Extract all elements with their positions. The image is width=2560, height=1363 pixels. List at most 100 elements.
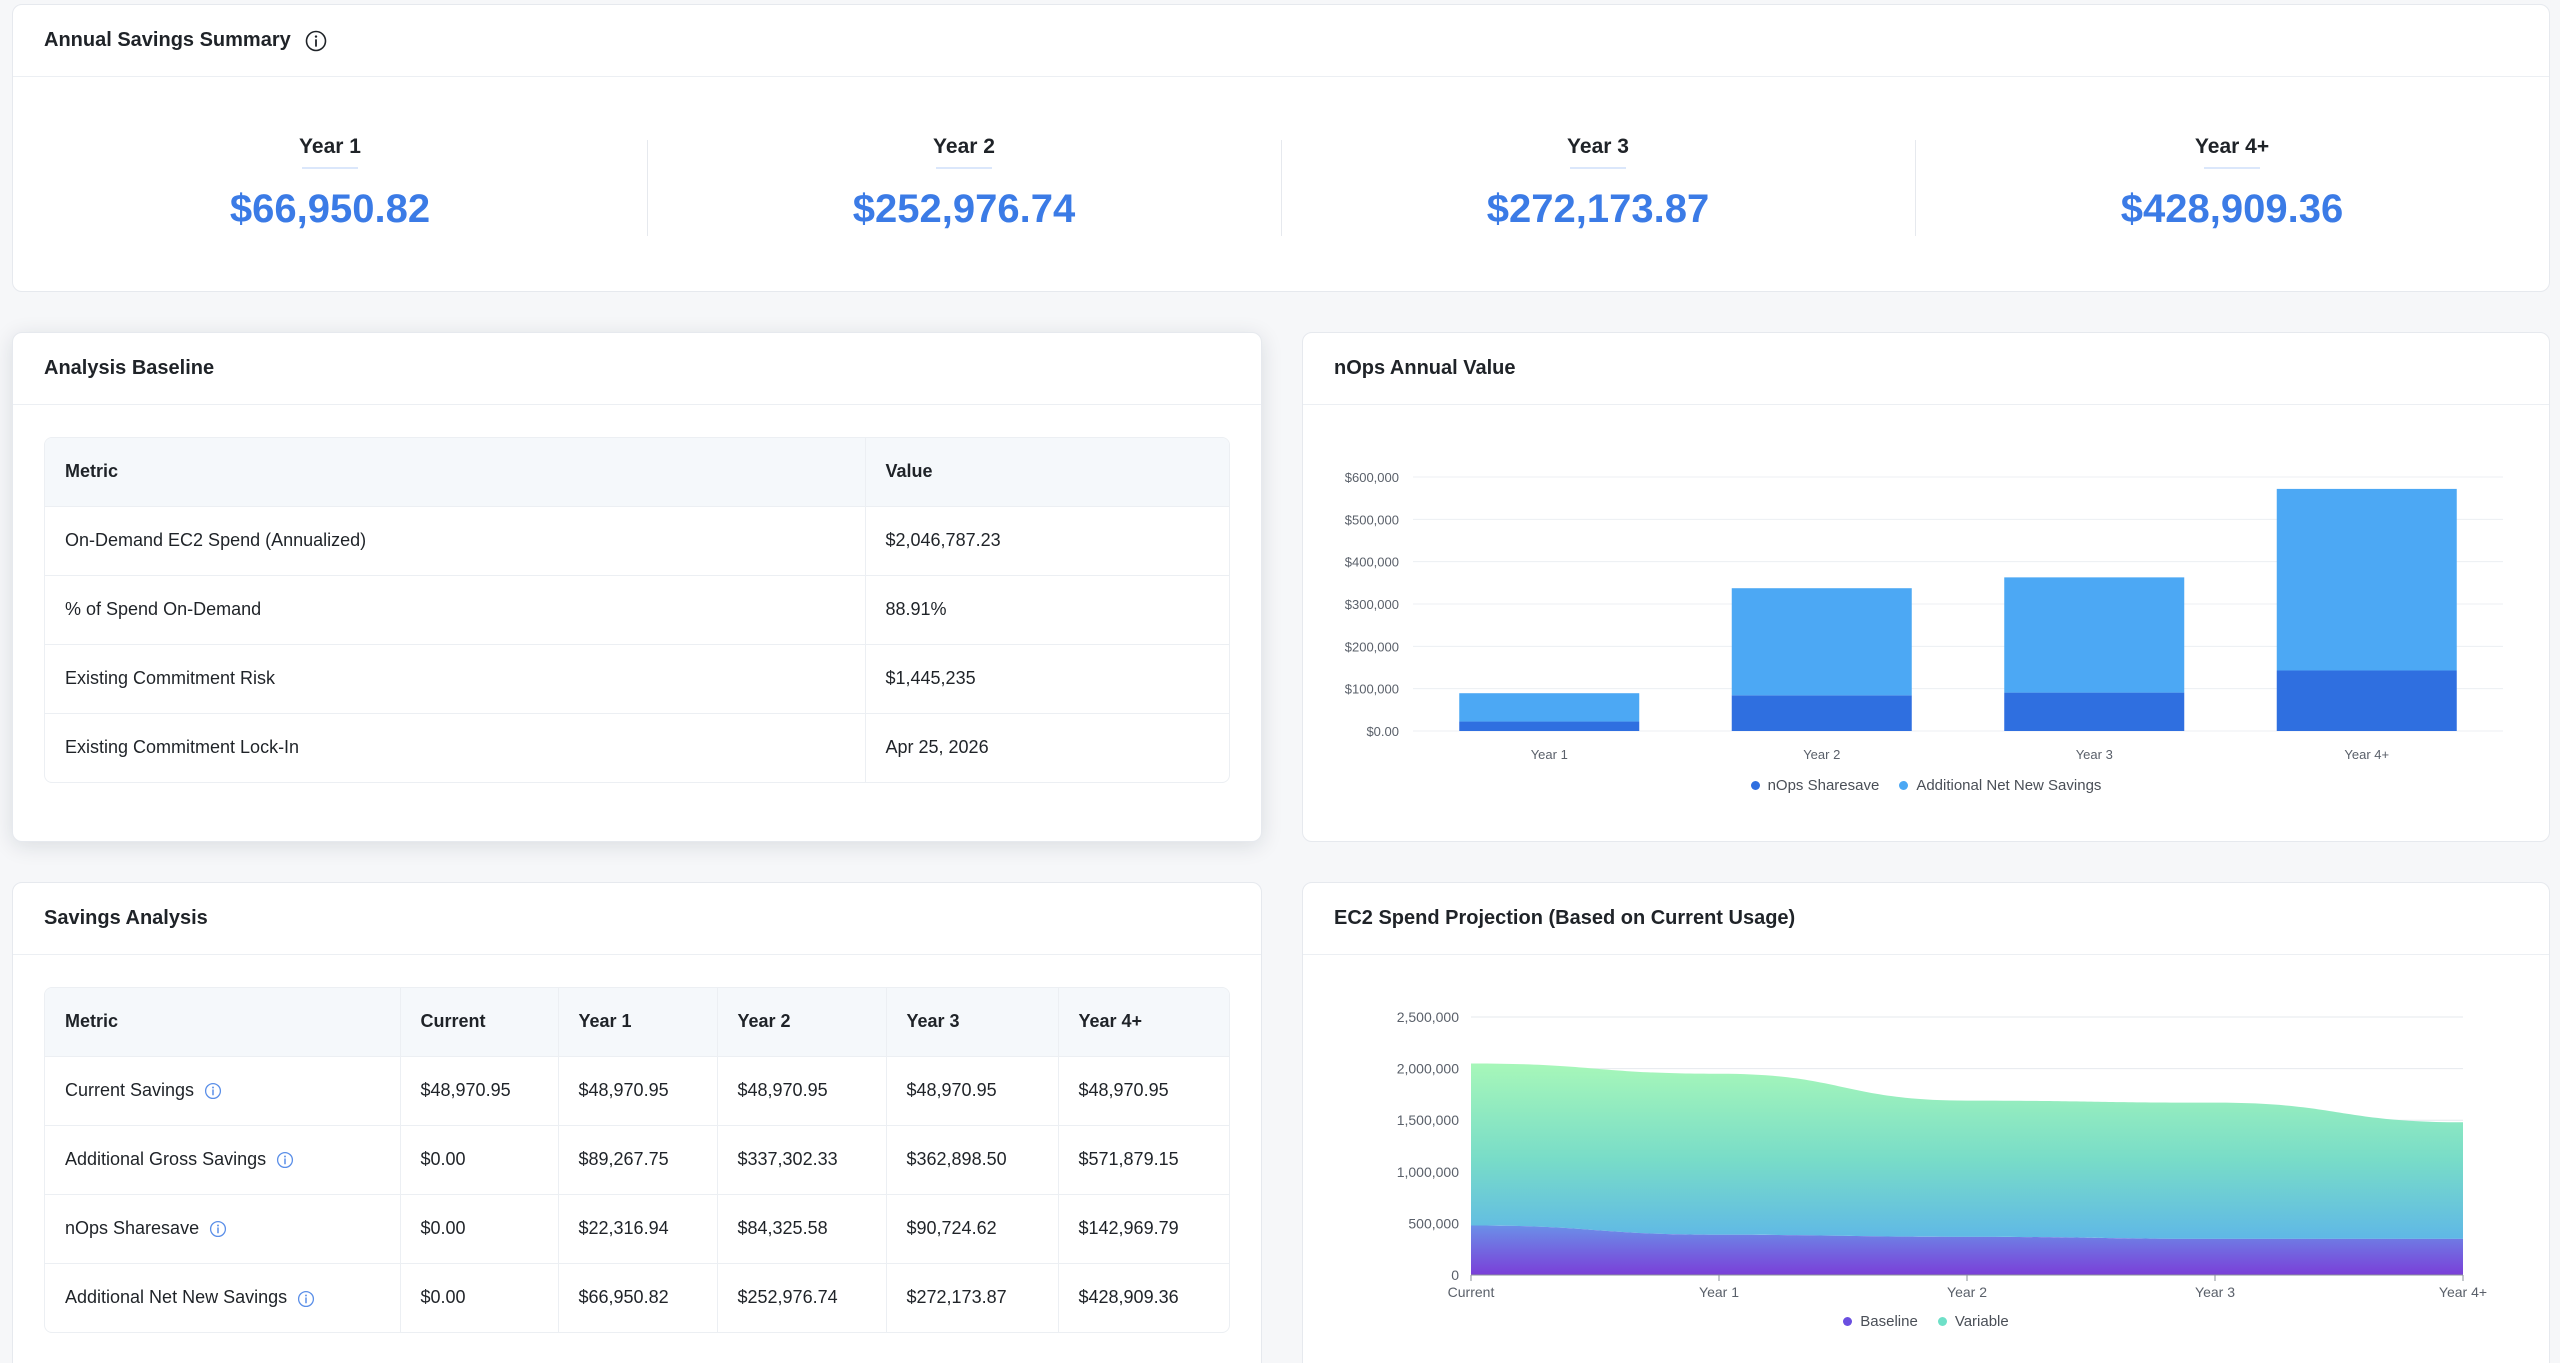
summary-value: $252,976.74 [852,187,1076,231]
summary-value: $272,173.87 [1486,187,1710,231]
summary-label: Year 3 [1567,135,1629,158]
y-tick-label: 1,500,000 [1397,1112,1459,1128]
value-cell: $84,325.58 [716,1194,886,1264]
x-tick-label: Year 3 [2076,747,2113,762]
value-cell: $66,950.82 [557,1263,717,1332]
column-header-value: Value [864,438,1229,507]
bar-sharesave[interactable] [1459,721,1640,731]
metric-cell: nOps Sharesave [45,1194,400,1264]
value-cell: $22,316.94 [557,1194,717,1264]
table-row: On-Demand EC2 Spend (Annualized) $2,046,… [45,506,1229,576]
nops-annual-value-card: nOps Annual Value $0.00 $100,000 $200,000 $… [1302,332,2550,842]
baseline-table-wrapper: Metric Value On-Demand EC2 Spend (Annual… [44,437,1230,783]
info-icon[interactable] [276,1151,294,1169]
y-tick-label: $500,000 [1345,512,1399,527]
summary-year-2: Year 2 $252,976.74 [647,77,1281,293]
value-cell: $48,970.95 [557,1056,717,1126]
column-header-year-4-plus: Year 4+ [1057,988,1229,1057]
info-icon[interactable] [297,1290,315,1308]
metric-cell: On-Demand EC2 Spend (Annualized) [45,506,865,576]
bar-sharesave[interactable] [1731,695,1912,731]
legend-label: Variable [1954,1313,2009,1330]
value-cell: $1,445,235 [864,644,1229,714]
summary-value: $428,909.36 [2120,187,2344,231]
info-icon[interactable] [305,30,327,52]
metric-cell: Current Savings [45,1056,400,1126]
metric-cell: Existing Commitment Risk [45,644,865,714]
y-tick-label: 2,000,000 [1397,1061,1459,1077]
baseline-table: Metric Value On-Demand EC2 Spend (Annual… [45,438,1229,782]
summary-value: $66,950.82 [229,187,431,231]
y-tick-label: $100,000 [1345,682,1399,697]
legend-item-variable[interactable]: Variable [1937,1313,2009,1330]
area-baseline[interactable] [1471,1225,2463,1275]
y-tick-label: 1,000,000 [1397,1164,1459,1180]
y-tick-label: $200,000 [1345,639,1399,654]
summary-label: Year 2 [933,135,995,158]
bar-net-new-savings[interactable] [1731,588,1912,696]
value-cell: $272,173.87 [885,1263,1058,1332]
annual-header: nOps Annual Value [1303,333,2549,405]
y-tick-label: $0.00 [1366,724,1399,739]
legend-item-sharesave[interactable]: nOps Sharesave [1750,777,1879,794]
summary-year-1: Year 1 $66,950.82 [13,77,647,293]
metric-label: Additional Net New Savings [65,1287,288,1308]
legend-item-net-new-savings[interactable]: Additional Net New Savings [1899,777,2101,794]
savings-table: Metric Current Year 1 Year 2 Year 3 Year… [45,988,1229,1332]
value-cell: $428,909.36 [1057,1263,1229,1332]
table-row: % of Spend On-Demand 88.91% [45,575,1229,645]
y-tick-label: $300,000 [1345,597,1399,612]
column-header-year-1: Year 1 [557,988,717,1057]
info-icon[interactable] [204,1082,222,1100]
value-cell: $48,970.95 [716,1056,886,1126]
metric-cell: Additional Net New Savings [45,1263,400,1332]
y-tick-label: 0 [1451,1267,1459,1283]
projection-chart-legend: Baseline Variable [1303,1313,2549,1330]
column-header-year-3: Year 3 [885,988,1058,1057]
x-tick-label: Year 4+ [2344,747,2389,762]
legend-dot [1899,781,1909,790]
metric-cell: Existing Commitment Lock-In [65,737,300,758]
value-cell: $0.00 [399,1194,558,1264]
bar-net-new-savings[interactable] [2004,577,2185,693]
value-cell: $90,724.62 [885,1194,1058,1264]
summary-title: Annual Savings Summary [44,29,291,51]
summary-header: Annual Savings Summary [13,5,2549,77]
area-variable[interactable] [1471,1063,2463,1239]
value-cell: $89,267.75 [557,1125,717,1195]
annual-value-bar-chart: $0.00 $100,000 $200,000 $300,000 $400,000 $50… [1345,470,2503,762]
value-cell: $0.00 [399,1263,558,1332]
legend-item-baseline[interactable]: Baseline [1843,1313,1918,1330]
value-cell: Apr 25, 2026 [864,713,1229,782]
column-header-metric: Metric [45,988,400,1057]
baseline-header: Analysis Baseline [13,333,1261,405]
table-row: Existing Commitment Lock-In Apr 25, 2026 [45,713,1229,782]
legend-dot [1750,781,1760,790]
summary-values: Year 1 $66,950.82 Year 2 $252,976.74 Yea… [13,77,2549,293]
x-tick-label: Year 2 [1803,747,1840,762]
savings-title: Savings Analysis [44,907,208,929]
annual-chart-title: nOps Annual Value [1334,357,1516,379]
value-cell: $142,969.79 [1057,1194,1229,1264]
column-header-metric: Metric [45,438,865,507]
bar-net-new-savings[interactable] [1459,693,1640,722]
bar-net-new-savings[interactable] [2276,488,2457,671]
projection-header: EC2 Spend Projection (Based on Current U… [1303,883,2549,955]
y-tick-label: 2,500,000 [1397,1009,1459,1025]
legend-label: Baseline [1860,1313,1918,1330]
bar-sharesave[interactable] [2276,670,2457,731]
savings-header: Savings Analysis [13,883,1261,955]
bar-sharesave[interactable] [2004,692,2185,731]
y-tick-label: 500,000 [1408,1215,1459,1231]
table-row: Current Savings $48,970.95 $48,970.95 $48,9… [45,1056,1229,1126]
table-header-row: Metric Value [45,438,1229,507]
table-row: Additional Gross Savings $0.00 $89,267.75 $… [45,1125,1229,1195]
table-row: nOps Sharesave $0.00 $22,316.94 $84,325.58 $… [45,1194,1229,1264]
summary-year-3: Year 3 $272,173.87 [1281,77,1915,293]
baseline-title: Analysis Baseline [44,357,215,379]
info-icon[interactable] [209,1220,227,1238]
table-row: Existing Commitment Risk $1,445,235 [45,644,1229,714]
legend-dot [1937,1317,1947,1326]
value-cell: $337,302.33 [716,1125,886,1195]
summary-label: Year 4+ [2194,135,2270,158]
